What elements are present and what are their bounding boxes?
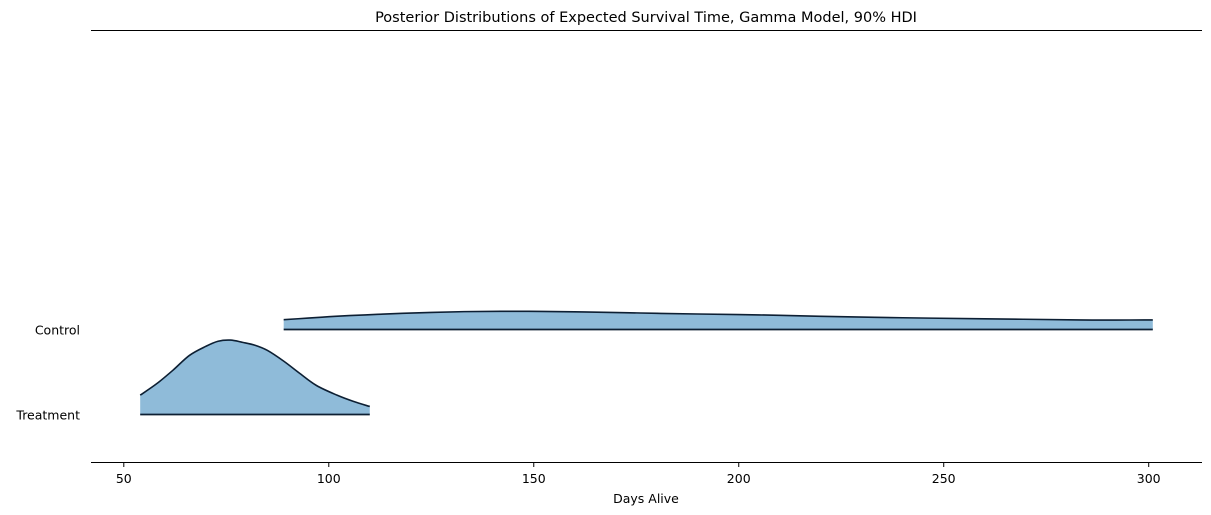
category-labels: Control Treatment [15, 323, 80, 423]
x-axis-ticks: 50 100 150 200 250 300 [116, 462, 1161, 486]
control-density-fill [283, 311, 1153, 330]
x-axis-label: Days Alive [613, 491, 679, 506]
x-tick-label: 250 [932, 471, 956, 486]
treatment-density-curve [139, 339, 371, 408]
ridges [139, 310, 1153, 416]
x-tick-label: 200 [727, 471, 751, 486]
x-tick-label: 50 [116, 471, 132, 486]
chart-title: Posterior Distributions of Expected Surv… [375, 10, 917, 26]
control-category-label: Control [35, 323, 80, 338]
treatment-category-label: Treatment [15, 408, 80, 423]
x-tick-label: 100 [317, 471, 341, 486]
x-tick-label: 300 [1137, 471, 1161, 486]
treatment-density-fill [140, 340, 370, 415]
x-tick-label: 150 [522, 471, 546, 486]
control-density-curve [283, 310, 1153, 321]
